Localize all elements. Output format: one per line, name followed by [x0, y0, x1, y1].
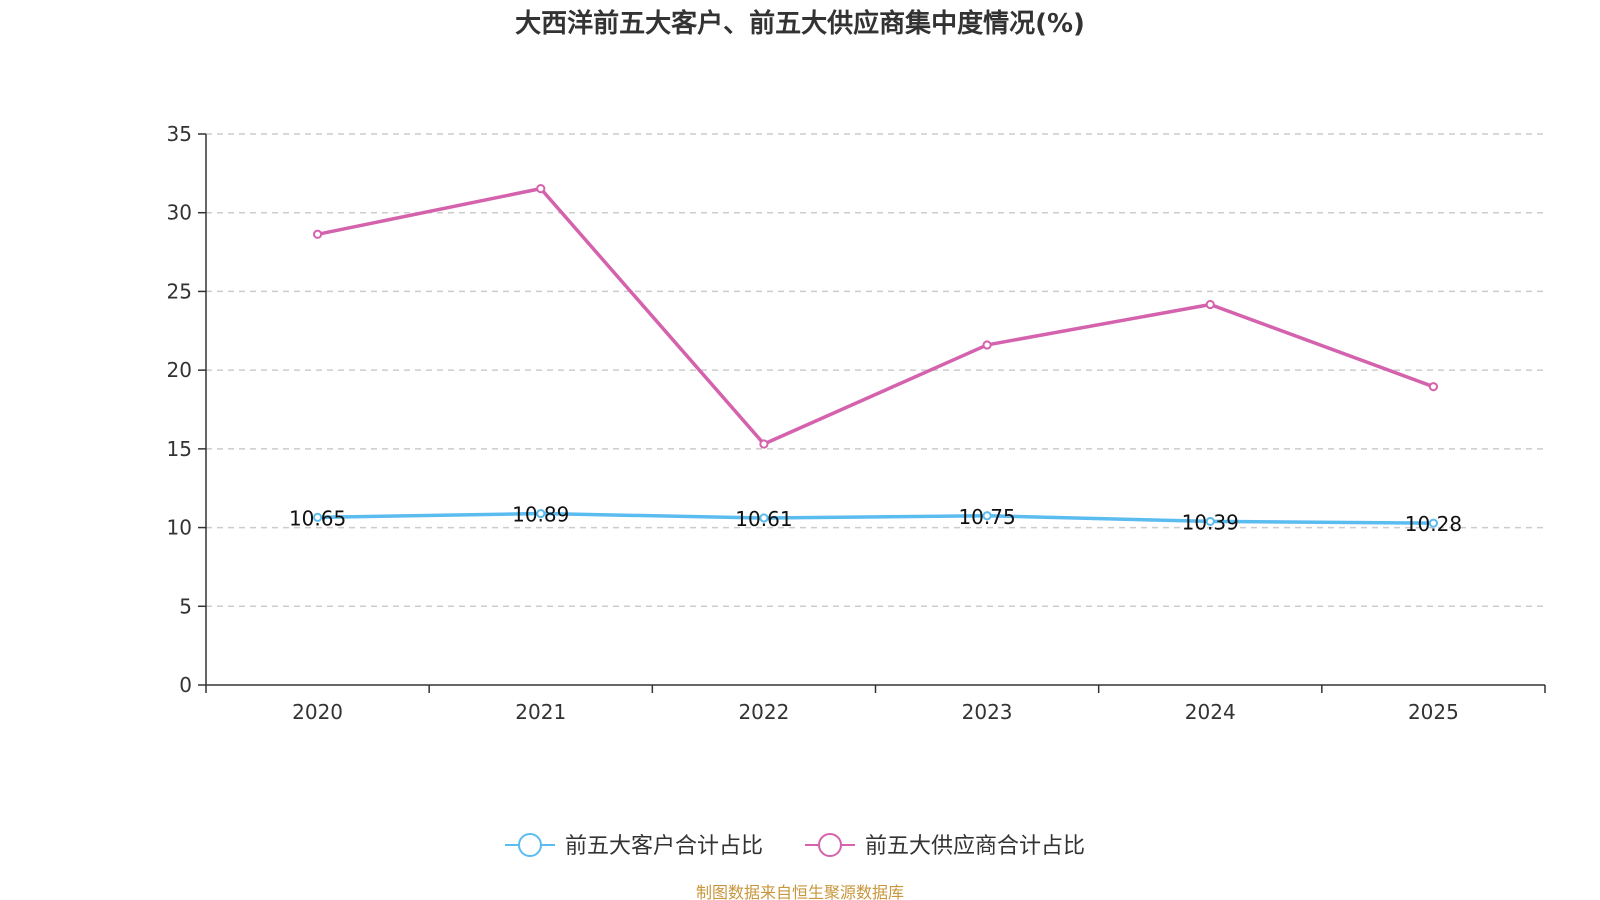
- legend-marker-0: [518, 833, 542, 857]
- data-label: 10.39: [1182, 510, 1239, 534]
- data-labels: 10.65 10.89 10.61 10.75 10.39 10.28: [289, 503, 1462, 537]
- data-label: 10.61: [735, 507, 792, 531]
- x-tick-label: 2023: [962, 700, 1013, 724]
- y-tick-label: 35: [167, 122, 192, 146]
- y-tick-label: 10: [167, 516, 192, 540]
- data-label: 10.89: [512, 503, 569, 527]
- y-tick-label: 25: [167, 279, 192, 303]
- legend: 前五大客户合计占比 前五大供应商合计占比: [505, 833, 1085, 859]
- data-point: [1428, 382, 1439, 392]
- grid: [206, 133, 1545, 608]
- data-label: 10.28: [1405, 512, 1462, 536]
- data-point: [312, 229, 323, 239]
- data-point: [536, 508, 546, 519]
- data-point: [312, 512, 323, 522]
- x-tick-label: 2022: [738, 700, 789, 724]
- legend-label-0: 前五大客户合计占比: [565, 834, 763, 859]
- y-tick-label: 30: [167, 201, 192, 225]
- chart-title: 大西洋前五大客户、前五大供应商集中度情况(%): [515, 8, 1085, 39]
- x-tick-label: 2020: [292, 700, 343, 724]
- data-point: [1205, 516, 1215, 527]
- data-point: [982, 340, 992, 350]
- data-point: [759, 513, 769, 523]
- x-tick-label: 2021: [515, 700, 566, 724]
- y-tick-label: 20: [167, 358, 192, 382]
- series-line-1: [317, 186, 1435, 446]
- legend-marker-1: [818, 833, 842, 857]
- series-line-0: [317, 511, 1434, 525]
- data-label: 10.75: [958, 505, 1015, 529]
- data-point: [536, 184, 546, 194]
- y-tick-label: 5: [179, 594, 192, 618]
- series: [312, 184, 1439, 528]
- x-tick-label: 2025: [1408, 700, 1459, 724]
- data-label: 10.65: [289, 506, 346, 530]
- data-point: [759, 439, 769, 449]
- data-point: [982, 511, 992, 521]
- y-tick-label: 15: [167, 437, 192, 461]
- data-point: [1205, 299, 1215, 310]
- x-tick-label: 2024: [1185, 700, 1236, 724]
- data-point: [1428, 518, 1439, 528]
- legend-label-1: 前五大供应商合计占比: [865, 834, 1085, 859]
- y-tick-label: 0: [179, 673, 192, 697]
- source-note: 制图数据来自恒生聚源数据库: [696, 883, 904, 900]
